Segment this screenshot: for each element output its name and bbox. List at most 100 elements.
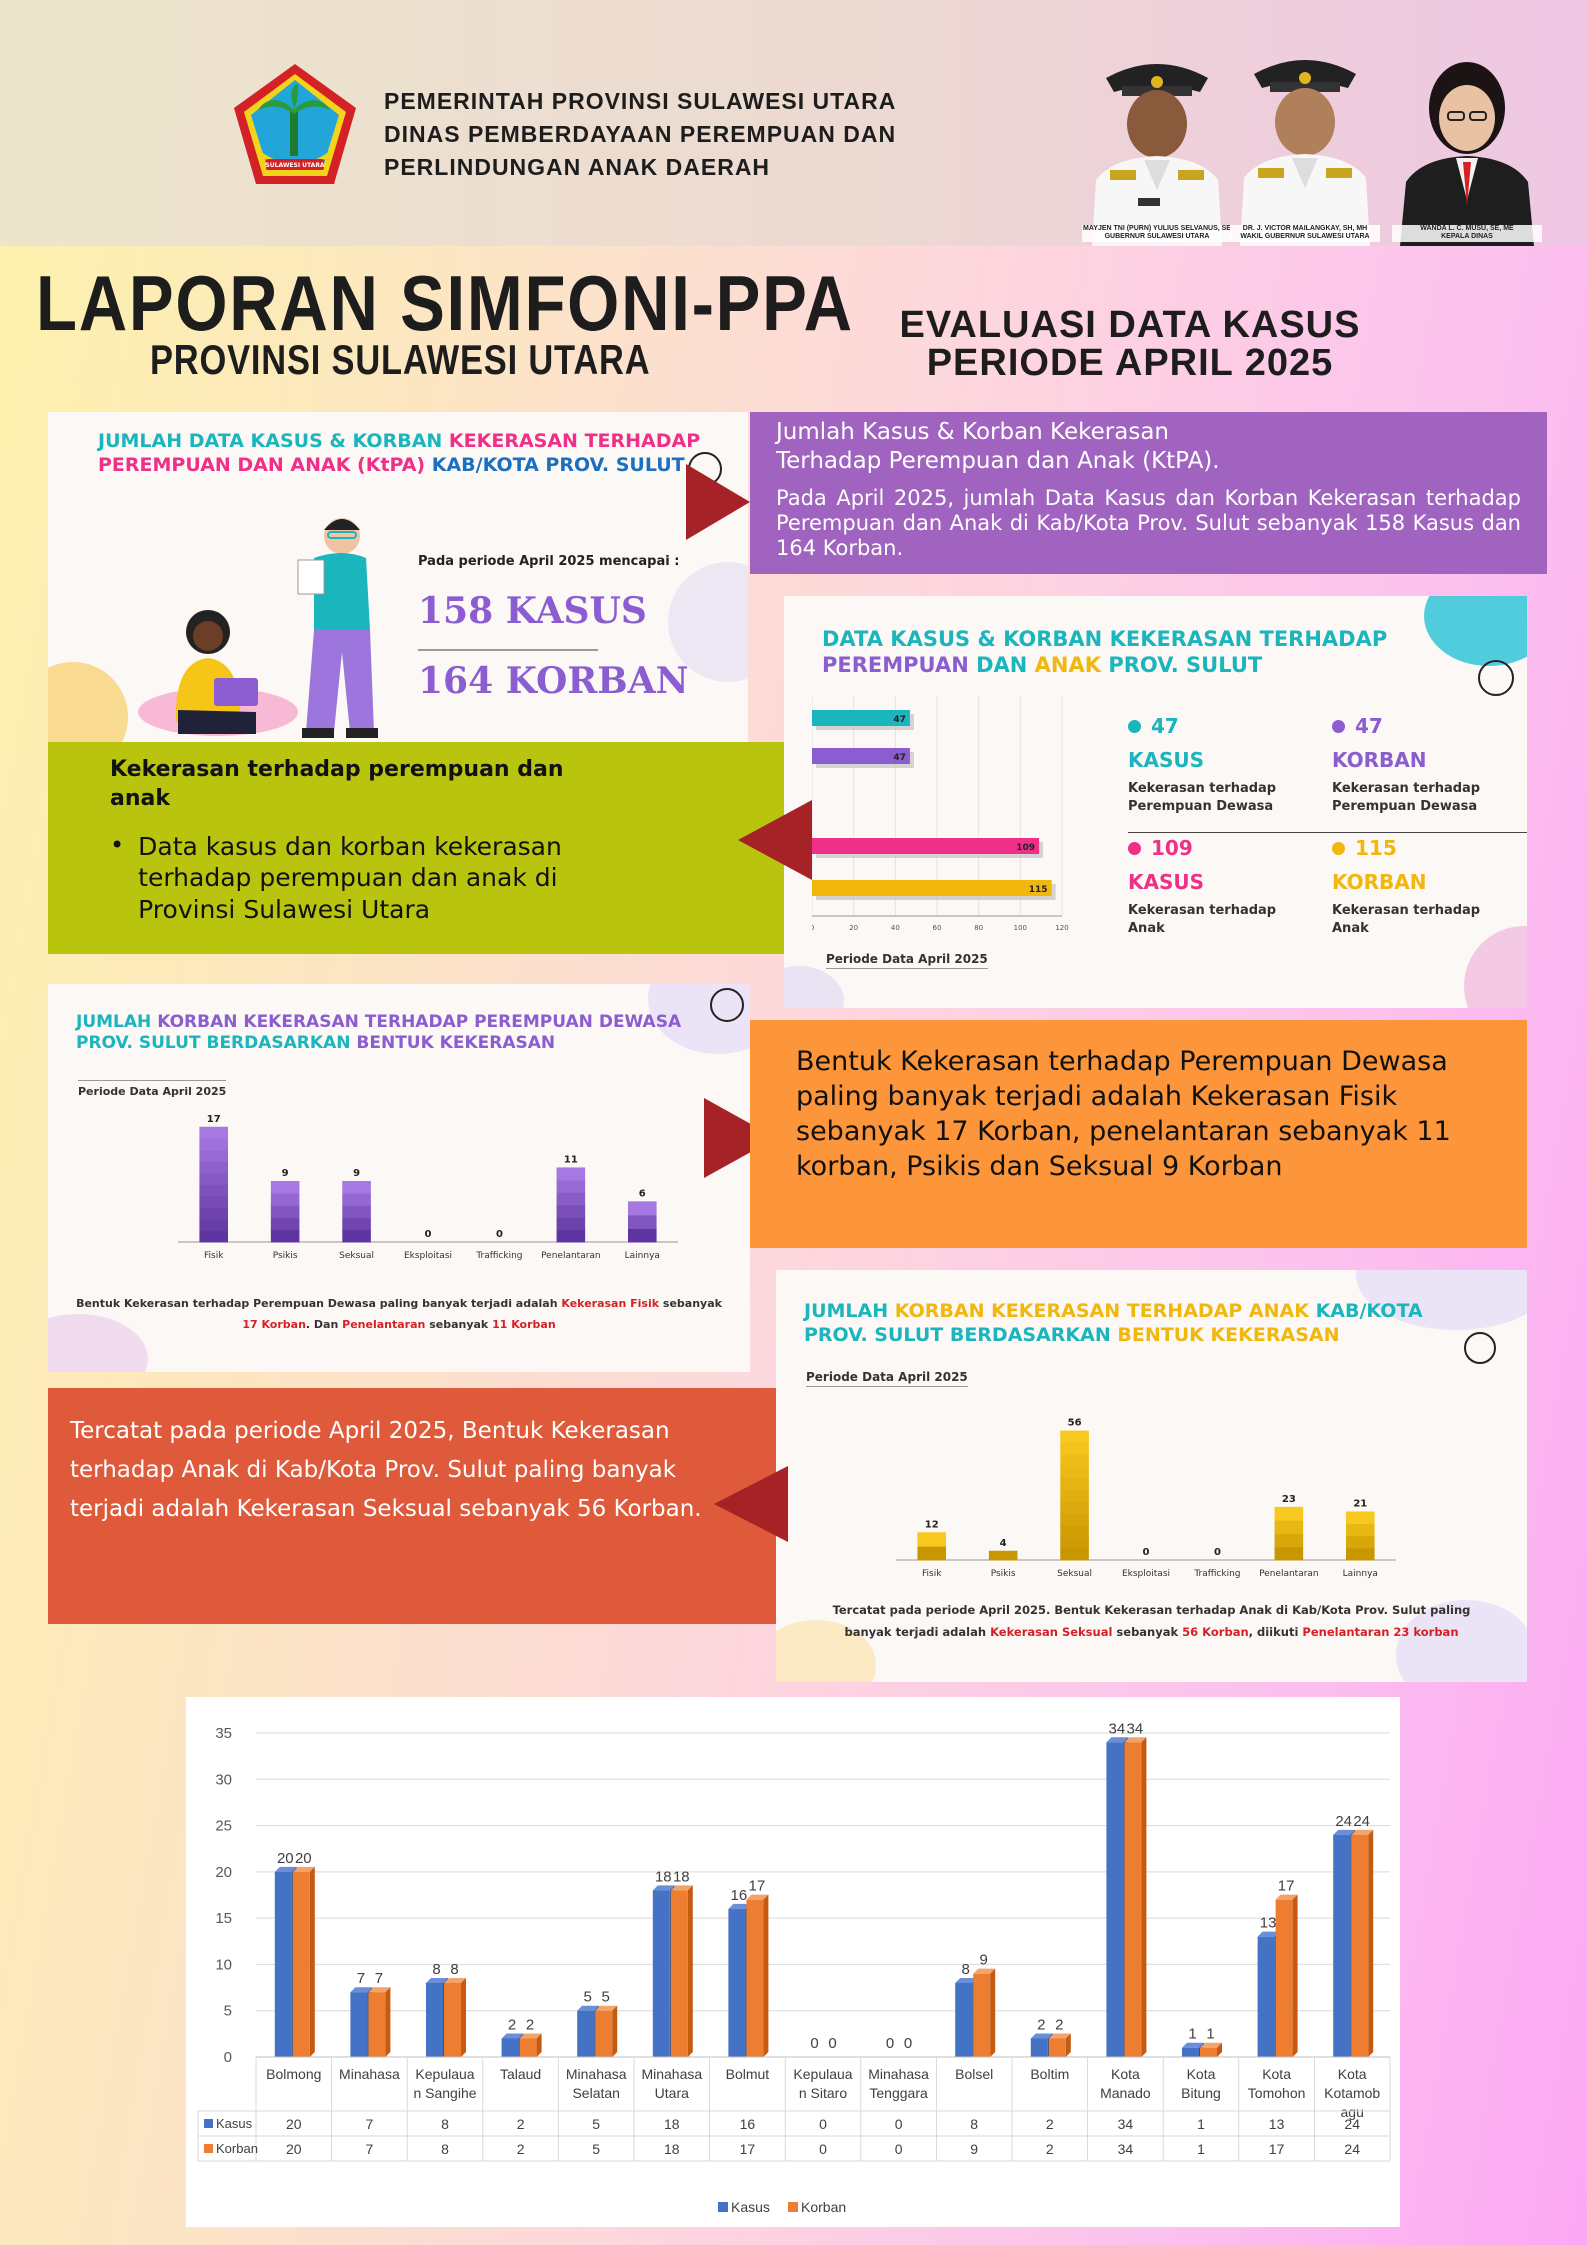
panel1-title: JUMLAH DATA KASUS & KORBAN KEKERASAN TER… [98, 430, 701, 476]
panel3-period: Periode Data April 2025 [78, 1080, 227, 1098]
purple-box-title: Jumlah Kasus & Korban Kekerasan Terhadap … [776, 419, 1220, 474]
bar-segment [1274, 1506, 1304, 1521]
category-label: Minahasa [566, 2066, 627, 2082]
bar-value-label: 16 [731, 1887, 748, 1904]
category-label: Bitung [1181, 2085, 1221, 2101]
bar-value-label: 17 [749, 1878, 766, 1895]
stat-number: 115 [1332, 836, 1527, 860]
bar-value-label: 5 [602, 1989, 610, 2006]
bar-segment [1060, 1442, 1089, 1455]
stat-description: Kekerasan terhadap Anak [1128, 903, 1277, 936]
table-cell: 17 [1269, 2141, 1285, 2157]
table-cell: 2 [1046, 2116, 1054, 2132]
category-label: Kota [1338, 2066, 1367, 2082]
bar-side [385, 1987, 391, 2057]
panel1-kasus-count: 158 KASUS [418, 590, 647, 632]
table-cell: 20 [286, 2141, 302, 2157]
purple-box-body: Pada April 2025, jumlah Data Kasus dan K… [776, 485, 1521, 560]
category-label: n Sitaro [799, 2085, 847, 2101]
category-label: Lainnya [1343, 1569, 1378, 1579]
bar-segment [199, 1149, 228, 1162]
stat-description: Kekerasan terhadap Anak [1332, 903, 1481, 936]
bar-segment [1274, 1533, 1304, 1548]
bar-value-label: 0 [810, 2035, 818, 2052]
bar [1257, 1936, 1275, 2057]
table-cell: 7 [366, 2141, 374, 2157]
x-tick-label: 60 [933, 924, 942, 932]
bar-top [444, 1977, 466, 1983]
bar [1106, 1742, 1124, 2057]
stat-item: 109 KASUS Kekerasan terhadap Anak [1128, 836, 1328, 937]
stat-dot-icon [1332, 720, 1345, 733]
bar-top [1200, 2042, 1222, 2048]
category-label: Minahasa [641, 2066, 702, 2082]
official-caption-vice-governor: DR. J. VICTOR MAILANGKAY, SH, MH WAKIL GU… [1230, 224, 1380, 242]
official-photo-governor: MAYJEN TNI (PURN) YULIUS SELVANUS, SE GUB… [1082, 30, 1232, 246]
x-tick-label: 0 [812, 924, 814, 932]
category-label: Trafficking [475, 1251, 522, 1261]
bar-segment [199, 1138, 228, 1151]
y-tick-label: 25 [215, 1818, 232, 1835]
bar-value-label: 1 [1206, 2026, 1214, 2043]
bar-segment [1346, 1547, 1375, 1561]
green-box-bullet-item: • Data kasus dan korban kekerasan terhad… [110, 831, 722, 925]
bar-segment [1060, 1501, 1089, 1514]
category-label: Kota [1187, 2066, 1216, 2082]
bar [1333, 1834, 1351, 2057]
org-line-2: DINAS PEMBERDAYAAN PEREMPUAN DAN [384, 121, 897, 147]
bar-value-label: 1 [1188, 2026, 1196, 2043]
bullet-dot-icon: • [110, 831, 125, 860]
bar-segment [556, 1167, 586, 1181]
bar-value-label: 20 [277, 1850, 294, 1867]
bar-value-label: 0 [886, 2035, 894, 2052]
category-label: Seksual [339, 1251, 374, 1261]
category-label: Minahasa [339, 2066, 400, 2082]
bar-segment [199, 1207, 228, 1220]
bar-segment [270, 1217, 300, 1231]
stat-number-value: 47 [1151, 714, 1179, 738]
table-legend-key [204, 2144, 213, 2153]
table-cell: 8 [441, 2116, 449, 2132]
stat-dot-icon [1128, 720, 1141, 733]
bar-segment [199, 1195, 228, 1208]
bar [519, 2038, 537, 2057]
bar-value-label: 2 [1055, 2016, 1063, 2033]
bar-value-label: 0 [904, 2035, 912, 2052]
bar-segment [556, 1192, 586, 1206]
bar-top [595, 2005, 618, 2011]
table-cell: 24 [1344, 2141, 1360, 2157]
bar [728, 1908, 746, 2057]
stat-dot-icon [1128, 842, 1141, 855]
bar-value-label: 0 [828, 2035, 836, 2052]
category-label: Kepulaua [415, 2066, 474, 2082]
category-label: Selatan [572, 2085, 619, 2101]
category-label: Psikis [991, 1569, 1016, 1579]
stat-item: 47 KORBAN Kekerasan terhadap Perempuan Dewa… [1332, 714, 1527, 815]
bar-value-label: 24 [1335, 1813, 1352, 1830]
bar-segment [917, 1532, 946, 1547]
summary-box-purple: Jumlah Kasus & Korban Kekerasan Terhadap … [750, 412, 1547, 574]
table-row-label: Kasus [216, 2116, 253, 2131]
bar [812, 880, 1052, 896]
table-cell: 1 [1197, 2116, 1205, 2132]
bar-segment [1060, 1512, 1089, 1526]
bar-value-label: 0 [425, 1229, 432, 1240]
illustration-people [138, 518, 378, 738]
y-tick-label: 0 [224, 2049, 232, 2066]
bar-value-label: 56 [1068, 1418, 1082, 1429]
bar-segment [1346, 1511, 1375, 1525]
bar [1200, 2047, 1217, 2057]
bar-top [501, 2033, 524, 2039]
bar [670, 1890, 688, 2057]
category-label: Minahasa [868, 2066, 929, 2082]
bar-value-label: 11 [564, 1154, 578, 1165]
panel3-caption: Bentuk Kekerasan terhadap Perempuan Dewa… [76, 1297, 722, 1331]
bar-top [652, 1885, 675, 1891]
bar-value-label: 17 [1278, 1878, 1295, 1895]
y-tick-label: 5 [224, 2003, 232, 2020]
legend-label: Kasus [731, 2199, 770, 2215]
bar-segment [988, 1550, 1018, 1561]
table-cell: 18 [664, 2116, 680, 2132]
panel4-title: JUMLAH KORBAN KEKERASAN TERHADAP ANAK KA… [804, 1300, 1423, 1346]
category-label: Eksploitasi [1122, 1569, 1170, 1579]
